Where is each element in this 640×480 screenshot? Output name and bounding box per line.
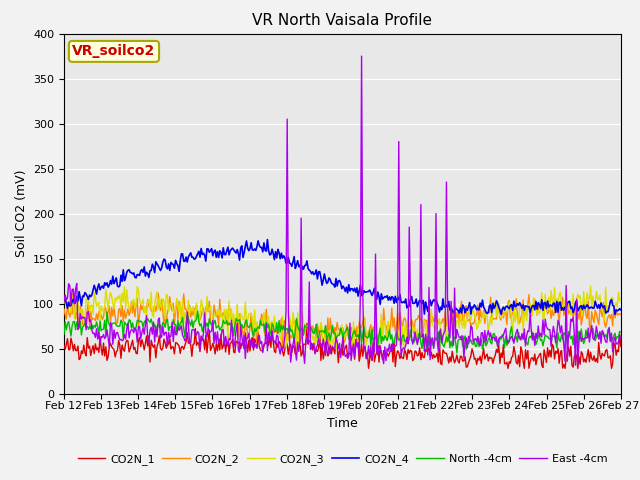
CO2N_2 xyxy=(60,306,68,312)
CO2N_3 xyxy=(296,342,304,348)
East -4cm xyxy=(572,362,579,368)
Line: CO2N_3: CO2N_3 xyxy=(64,286,621,351)
CO2N_2 xyxy=(401,315,408,321)
East -4cm xyxy=(373,349,381,355)
East -4cm xyxy=(470,336,478,342)
North -4cm xyxy=(296,328,304,334)
CO2N_4 xyxy=(60,299,68,304)
CO2N_4 xyxy=(399,299,407,304)
CO2N_1 xyxy=(365,366,372,372)
CO2N_3 xyxy=(617,296,625,302)
CO2N_1 xyxy=(374,341,381,347)
North -4cm xyxy=(194,308,202,314)
North -4cm xyxy=(453,350,461,356)
East -4cm xyxy=(399,345,407,351)
CO2N_1 xyxy=(234,340,241,346)
CO2N_4 xyxy=(373,296,381,302)
CO2N_1 xyxy=(60,343,68,348)
CO2N_4 xyxy=(296,262,304,268)
CO2N_2 xyxy=(374,332,381,337)
CO2N_3 xyxy=(470,312,478,317)
CO2N_3 xyxy=(587,283,595,289)
North -4cm xyxy=(568,333,576,339)
CO2N_3 xyxy=(60,300,68,306)
CO2N_1 xyxy=(472,356,479,361)
East -4cm xyxy=(234,321,241,326)
CO2N_2 xyxy=(278,346,286,351)
North -4cm xyxy=(399,332,407,338)
CO2N_4 xyxy=(470,302,478,308)
North -4cm xyxy=(234,318,242,324)
CO2N_1 xyxy=(617,343,625,349)
Line: North -4cm: North -4cm xyxy=(64,311,621,353)
CO2N_4 xyxy=(567,306,575,312)
CO2N_4 xyxy=(234,247,241,252)
CO2N_4 xyxy=(611,312,619,317)
CO2N_4 xyxy=(617,307,625,312)
CO2N_2 xyxy=(234,334,242,340)
CO2N_1 xyxy=(401,347,408,352)
CO2N_3 xyxy=(399,346,407,352)
Line: CO2N_4: CO2N_4 xyxy=(64,240,621,314)
Line: East -4cm: East -4cm xyxy=(64,56,621,365)
North -4cm xyxy=(472,343,479,349)
X-axis label: Time: Time xyxy=(327,417,358,430)
Line: CO2N_2: CO2N_2 xyxy=(64,293,621,348)
CO2N_2 xyxy=(298,336,305,342)
CO2N_4 xyxy=(264,237,271,242)
North -4cm xyxy=(373,331,381,337)
CO2N_2 xyxy=(154,290,162,296)
CO2N_1 xyxy=(303,321,311,326)
CO2N_3 xyxy=(234,301,241,307)
CO2N_1 xyxy=(568,362,576,368)
Y-axis label: Soil CO2 (mV): Soil CO2 (mV) xyxy=(15,170,28,257)
East -4cm xyxy=(295,348,303,354)
CO2N_1 xyxy=(295,337,303,343)
North -4cm xyxy=(60,331,68,337)
East -4cm xyxy=(60,299,68,304)
Text: VR_soilco2: VR_soilco2 xyxy=(72,44,156,59)
Line: CO2N_1: CO2N_1 xyxy=(64,324,621,369)
CO2N_2 xyxy=(568,309,576,315)
East -4cm xyxy=(358,53,365,59)
East -4cm xyxy=(617,336,625,342)
CO2N_3 xyxy=(373,314,381,320)
CO2N_3 xyxy=(567,312,575,318)
North -4cm xyxy=(617,329,625,335)
Title: VR North Vaisala Profile: VR North Vaisala Profile xyxy=(252,13,433,28)
CO2N_3 xyxy=(292,348,300,354)
East -4cm xyxy=(567,316,575,322)
CO2N_2 xyxy=(472,313,479,319)
Legend: CO2N_1, CO2N_2, CO2N_3, CO2N_4, North -4cm, East -4cm: CO2N_1, CO2N_2, CO2N_3, CO2N_4, North -4… xyxy=(73,450,612,469)
CO2N_2 xyxy=(617,312,625,318)
